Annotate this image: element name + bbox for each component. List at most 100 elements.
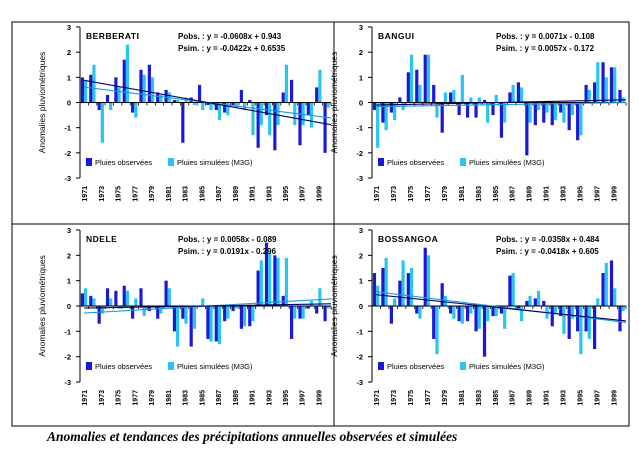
legend-swatch-observed bbox=[378, 362, 384, 370]
bar-observed-1998 bbox=[601, 62, 605, 103]
bar-observed-1978 bbox=[432, 306, 436, 339]
x-tick-label: 1987 bbox=[510, 186, 517, 202]
bar-observed-1995 bbox=[576, 306, 580, 332]
bar-simulated-1985 bbox=[494, 306, 498, 317]
x-tick-label: 1999 bbox=[611, 390, 618, 406]
bar-observed-1984 bbox=[189, 306, 193, 347]
legend-swatch-observed bbox=[86, 158, 92, 166]
bar-observed-1977 bbox=[423, 54, 427, 103]
bar-observed-1978 bbox=[139, 288, 143, 306]
bar-simulated-1982 bbox=[176, 306, 180, 347]
bar-simulated-1992 bbox=[259, 260, 263, 306]
bar-simulated-1972 bbox=[92, 298, 96, 306]
bar-simulated-1999 bbox=[318, 288, 322, 306]
bar-observed-1990 bbox=[533, 298, 537, 306]
bar-simulated-1993 bbox=[268, 252, 272, 306]
legend-swatch-simulated bbox=[168, 362, 174, 370]
y-tick-label: 0 bbox=[359, 99, 363, 108]
bar-simulated-1988 bbox=[226, 102, 230, 116]
x-tick-label: 1983 bbox=[183, 390, 190, 406]
equation-simulated: Psim. : y = -0.0422x + 0.6535 bbox=[178, 44, 286, 53]
bar-simulated-1985 bbox=[494, 94, 498, 103]
equations: Pobs. : y = -0.0358x + 0.484 Psim. : y = … bbox=[496, 235, 600, 256]
bar-simulated-1971 bbox=[376, 102, 380, 148]
bar-observed-1991 bbox=[248, 99, 252, 103]
x-tick-label: 1977 bbox=[132, 390, 139, 406]
bar-observed-1977 bbox=[423, 247, 427, 306]
y-tick-label: -3 bbox=[356, 174, 363, 183]
y-axis-title: Anomalies pluviométriques bbox=[37, 255, 47, 357]
x-tick-label: 1995 bbox=[577, 186, 584, 202]
bar-simulated-1976 bbox=[418, 84, 422, 103]
bar-observed-1977 bbox=[131, 102, 135, 113]
bar-simulated-1997 bbox=[596, 298, 600, 306]
x-tick-label: 1981 bbox=[166, 186, 173, 202]
bar-observed-1987 bbox=[508, 92, 512, 103]
bar-simulated-1988 bbox=[519, 306, 524, 322]
bar-simulated-1980 bbox=[159, 306, 163, 314]
bar-observed-1998 bbox=[306, 306, 310, 309]
bar-simulated-1983 bbox=[477, 306, 481, 329]
x-tick-label: 1975 bbox=[116, 390, 123, 406]
equation-simulated: Psim. : y = 0.0191x - 0.296 bbox=[178, 247, 277, 256]
bar-observed-1992 bbox=[550, 306, 554, 327]
bar-observed-1996 bbox=[584, 306, 588, 332]
bar-observed-1986 bbox=[206, 306, 210, 339]
bar-observed-1971 bbox=[372, 102, 377, 111]
bar-observed-1979 bbox=[440, 283, 444, 306]
x-tick-label: 1981 bbox=[166, 390, 173, 406]
bar-observed-1980 bbox=[449, 306, 453, 314]
bar-observed-1993 bbox=[264, 102, 269, 116]
bar-simulated-1981 bbox=[460, 306, 464, 324]
x-tick-label: 1999 bbox=[316, 186, 323, 202]
y-tick-label: -2 bbox=[64, 149, 71, 158]
x-tick-label: 1995 bbox=[283, 186, 290, 202]
bar-simulated-1993 bbox=[268, 102, 272, 136]
bar-observed-1991 bbox=[542, 102, 546, 123]
bar-observed-1983 bbox=[474, 102, 478, 118]
bar-observed-1978 bbox=[139, 69, 143, 103]
x-tick-label: 1979 bbox=[442, 390, 449, 406]
bar-observed-1980 bbox=[449, 92, 453, 103]
bar-simulated-1975 bbox=[409, 268, 414, 306]
y-tick-label: 0 bbox=[359, 302, 363, 311]
bar-observed-1985 bbox=[491, 102, 495, 116]
bar-observed-1997 bbox=[298, 102, 302, 146]
y-axis-title: Anomalies pluviométriques bbox=[329, 255, 339, 357]
y-tick-label: 2 bbox=[359, 48, 363, 57]
bar-simulated-1990 bbox=[536, 102, 541, 111]
station-label: BOSSANGOA bbox=[378, 234, 438, 244]
bar-simulated-1986 bbox=[503, 102, 507, 123]
bar-observed-1998 bbox=[306, 102, 310, 116]
equation-observed: Pobs. : y = -0.0358x + 0.484 bbox=[496, 235, 600, 244]
bar-observed-1987 bbox=[214, 306, 218, 342]
y-tick-label: -3 bbox=[356, 378, 363, 387]
x-tick-label: 1989 bbox=[233, 390, 240, 406]
bar-simulated-1972 bbox=[92, 64, 96, 103]
bar-simulated-1990 bbox=[242, 306, 247, 327]
station-label: NDELE bbox=[86, 234, 117, 244]
x-tick-label: 1993 bbox=[561, 390, 568, 406]
station-label: BERBERATI bbox=[86, 31, 139, 41]
bar-observed-1975 bbox=[114, 77, 118, 103]
bar-simulated-1978 bbox=[435, 102, 439, 118]
x-tick-label: 1991 bbox=[544, 390, 551, 406]
bar-observed-1971 bbox=[372, 273, 377, 306]
bar-observed-1974 bbox=[105, 288, 110, 306]
y-tick-label: -1 bbox=[64, 124, 71, 133]
bar-observed-1977 bbox=[131, 306, 135, 319]
y-tick-label: -2 bbox=[356, 149, 363, 158]
bar-observed-1986 bbox=[206, 102, 210, 106]
y-tick-label: 3 bbox=[359, 226, 363, 235]
bar-observed-1981 bbox=[457, 102, 461, 116]
x-tick-label: 1999 bbox=[316, 390, 323, 406]
bar-simulated-1987 bbox=[217, 306, 222, 344]
bar-observed-1994 bbox=[273, 102, 277, 151]
bar-simulated-1979 bbox=[443, 92, 448, 103]
y-tick-label: -2 bbox=[64, 353, 71, 362]
bar-observed-1975 bbox=[406, 72, 410, 103]
bar-observed-1989 bbox=[525, 102, 529, 156]
bar-observed-1990 bbox=[239, 306, 243, 329]
bar-simulated-1997 bbox=[596, 62, 600, 103]
